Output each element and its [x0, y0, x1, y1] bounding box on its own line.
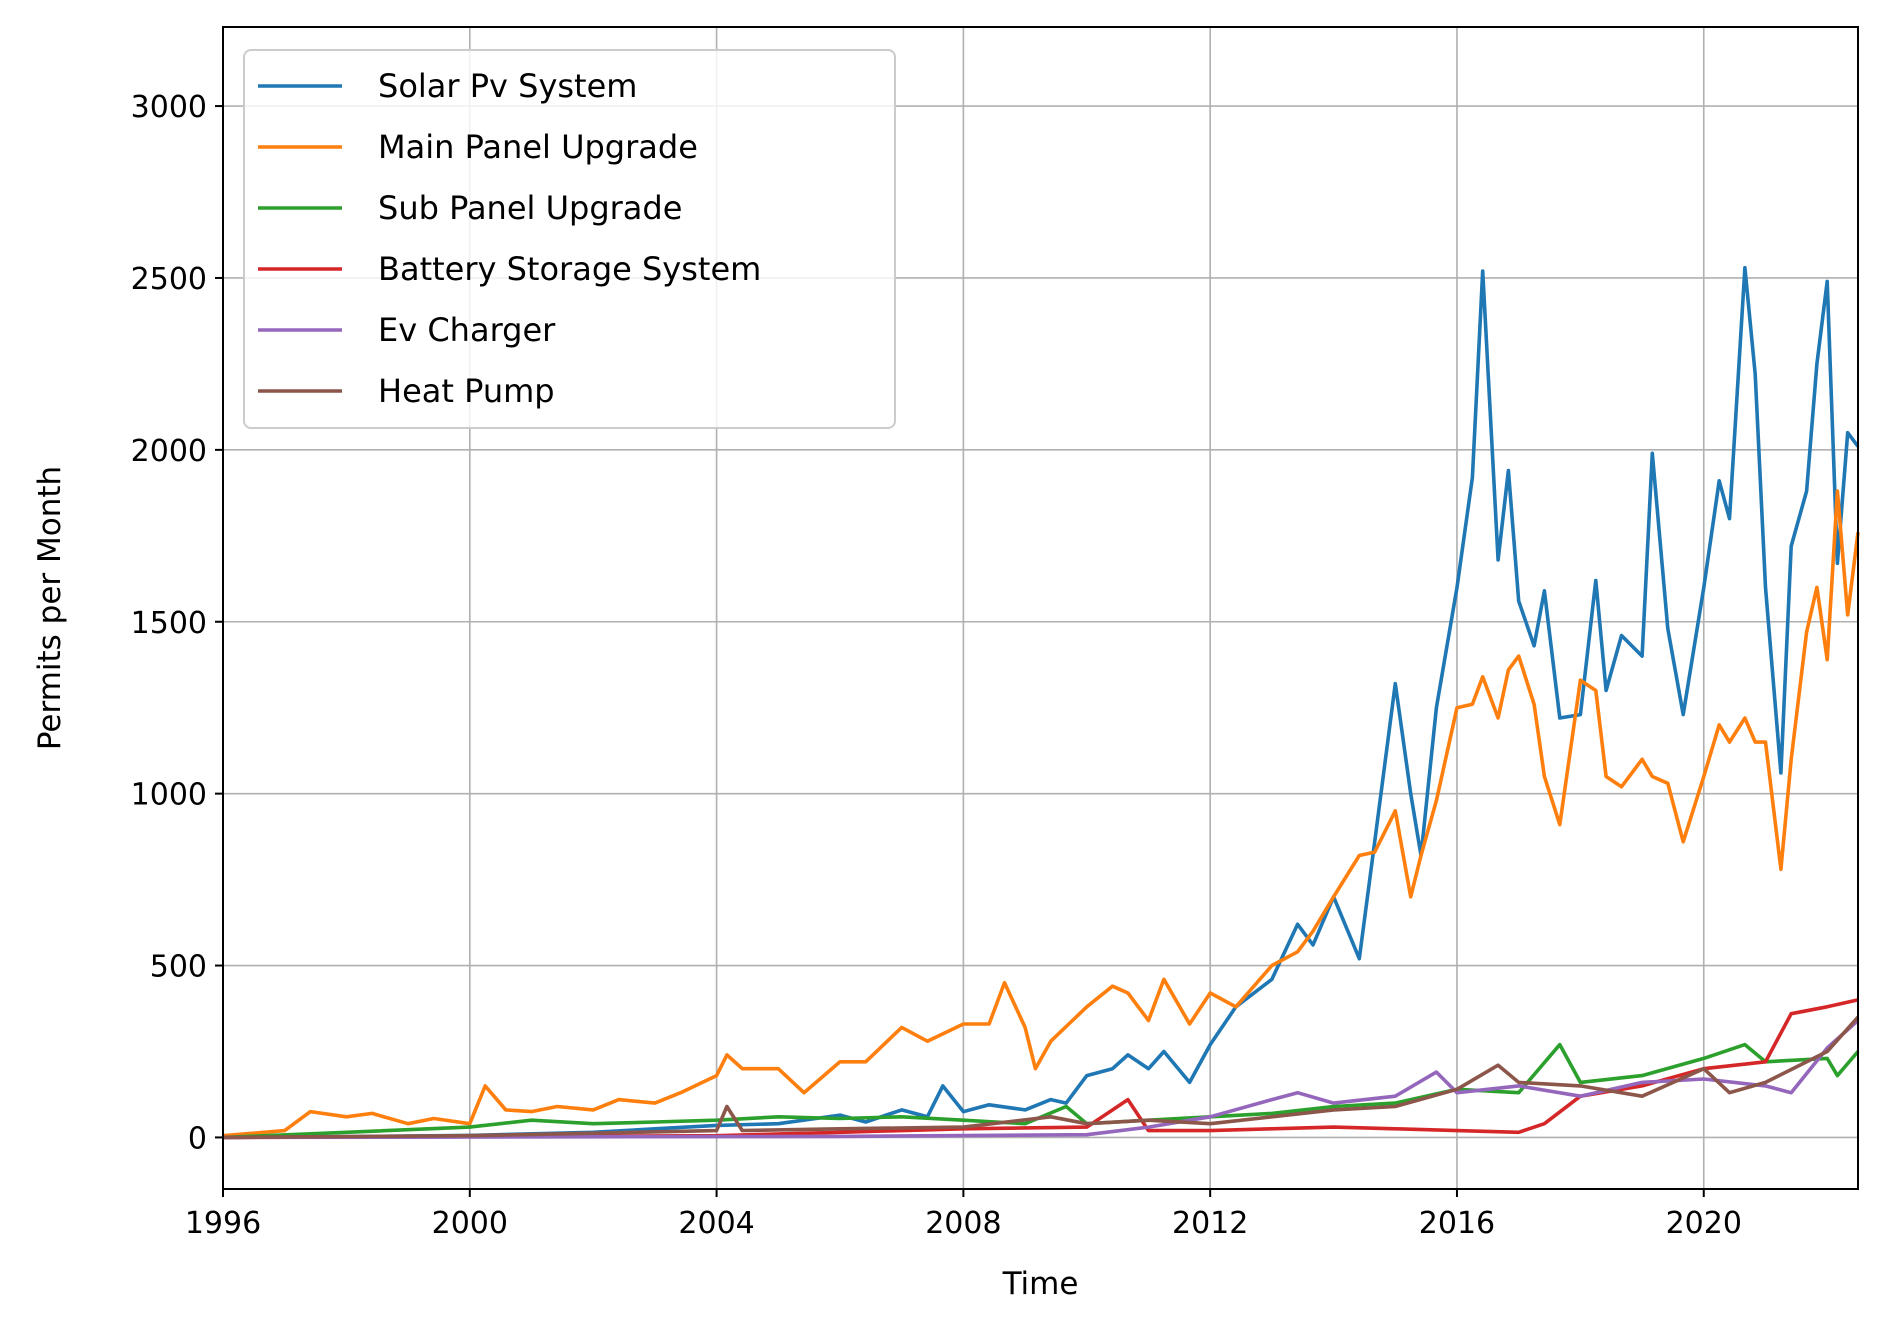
legend-label: Heat Pump — [378, 372, 555, 410]
legend-label: Battery Storage System — [378, 250, 761, 288]
legend-label: Solar Pv System — [378, 67, 637, 105]
x-tick-label: 2000 — [432, 1206, 508, 1241]
series-line-ev-charger — [222, 1019, 1860, 1140]
x-tick-label: 2012 — [1172, 1206, 1248, 1241]
y-tick-label: 1500 — [131, 606, 207, 641]
plot-area-frame — [222, 26, 1859, 1190]
x-tick-label: 2004 — [678, 1206, 754, 1241]
legend-label: Ev Charger — [378, 311, 556, 349]
y-tick-label: 2000 — [131, 434, 207, 469]
legend: Solar Pv System Main Panel Upgrade Sub Pan… — [243, 49, 896, 429]
y-tick-label: 500 — [150, 950, 207, 985]
x-tick-label: 2008 — [925, 1206, 1001, 1241]
x-tick-label: 2016 — [1419, 1206, 1495, 1241]
series-lines — [222, 265, 1860, 1140]
series-line-heat-pump — [222, 1015, 1860, 1140]
legend-box — [243, 49, 896, 429]
y-axis-title: Permits per Month — [32, 466, 68, 750]
y-tick-label: 1000 — [131, 778, 207, 813]
y-tick-label: 0 — [188, 1121, 207, 1156]
y-tick-label: 3000 — [131, 90, 207, 125]
x-tick-label: 2020 — [1666, 1206, 1742, 1241]
y-tick-label: 2500 — [131, 262, 207, 297]
series-line-battery-storage-system — [222, 998, 1859, 1140]
series-line-main-panel-upgrade — [222, 489, 1860, 1138]
x-tick-label: 1996 — [185, 1206, 261, 1241]
series-line-solar-pv-system — [222, 265, 1860, 1140]
x-axis-title: Time — [1002, 1266, 1079, 1302]
legend-label: Main Panel Upgrade — [378, 128, 698, 166]
legend-label: Sub Panel Upgrade — [378, 189, 682, 227]
axis-ticks: 1996 2000 2004 2008 2012 2016 2020 0 500 1000 1500… — [131, 90, 1742, 1241]
series-line-sub-panel-upgrade — [222, 1042, 1860, 1140]
